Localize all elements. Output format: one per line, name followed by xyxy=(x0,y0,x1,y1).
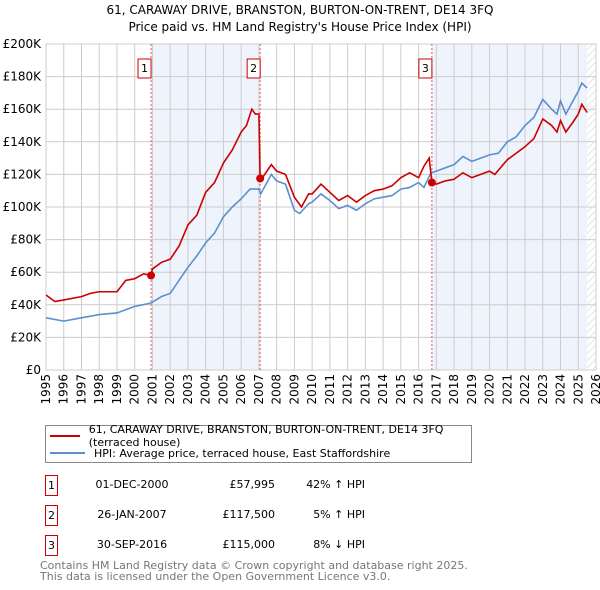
sale-marker-box xyxy=(137,58,152,79)
x-tick-label: 2002 xyxy=(163,374,177,405)
transaction-row: 2 26-JAN-2007 £117,500 5% ↑ HPI xyxy=(45,505,445,526)
x-tick-label: 2020 xyxy=(483,374,497,405)
sale-point xyxy=(147,271,156,280)
sale-marker-label: 3 xyxy=(422,62,429,75)
x-tick-label: 2015 xyxy=(394,374,408,405)
x-tick-label: 2017 xyxy=(429,374,443,405)
price-chart: 61, CARAWAY DRIVE, BRANSTON, BURTON-ON-T… xyxy=(3,3,600,405)
x-tick-label: 1995 xyxy=(39,374,53,405)
transaction-hpi-diff: 8% ↓ HPI xyxy=(313,538,365,551)
y-tick-label: £140K xyxy=(3,135,43,149)
legend: 61, CARAWAY DRIVE, BRANSTON, BURTON-ON-T… xyxy=(45,423,472,463)
chart-subtitle: Price paid vs. HM Land Registry's House … xyxy=(128,20,471,34)
transaction-row: 1 01-DEC-2000 £57,995 42% ↑ HPI xyxy=(45,475,445,496)
transaction-date: 01-DEC-2000 xyxy=(95,478,169,491)
y-tick-label: £200K xyxy=(3,37,43,51)
legend-label: 61, CARAWAY DRIVE, BRANSTON, BURTON-ON-T… xyxy=(88,423,444,449)
transaction-hpi-diff: 5% ↑ HPI xyxy=(313,508,365,521)
x-tick-label: 2018 xyxy=(447,374,461,405)
x-tick-label: 2013 xyxy=(358,374,372,405)
transaction-date: 26-JAN-2007 xyxy=(97,508,167,521)
sale-point xyxy=(427,178,436,187)
y-tick-label: £100K xyxy=(3,200,43,214)
x-tick-label: 2026 xyxy=(589,374,600,405)
transaction-price: £117,500 xyxy=(222,508,276,521)
legend-item-property: 61, CARAWAY DRIVE, BRANSTON, BURTON-ON-T… xyxy=(46,423,471,449)
y-tick-label: £40K xyxy=(10,298,42,312)
chart-title: 61, CARAWAY DRIVE, BRANSTON, BURTON-ON-T… xyxy=(107,3,494,17)
legend-swatch xyxy=(50,452,85,454)
footer: Contains HM Land Registry data © Crown c… xyxy=(40,560,468,582)
y-tick-label: £180K xyxy=(3,70,43,84)
y-tick-label: £160K xyxy=(3,102,43,116)
sale-marker-label: 2 xyxy=(250,62,257,75)
x-tick-label: 2023 xyxy=(536,374,550,405)
x-tick-label: 2000 xyxy=(128,374,142,405)
transaction-price: £115,000 xyxy=(222,538,276,551)
legend-label: HPI: Average price, terraced house, East… xyxy=(94,446,391,460)
plot-border xyxy=(45,43,597,371)
hpi-line xyxy=(45,81,588,322)
transaction-row: 3 30-SEP-2016 £115,000 8% ↓ HPI xyxy=(45,535,445,556)
x-tick-label: 2003 xyxy=(181,374,195,405)
legend-swatch xyxy=(50,435,80,437)
footer-copyright: Contains HM Land Registry data © Crown c… xyxy=(40,559,468,572)
y-tick-label: £0 xyxy=(26,363,41,377)
x-tick-label: 1998 xyxy=(92,374,106,405)
x-tick-label: 2007 xyxy=(252,374,266,405)
sale-point xyxy=(256,174,265,183)
transaction-marker: 2 xyxy=(45,505,58,526)
x-tick-label: 2024 xyxy=(554,374,568,405)
x-tick-label: 2012 xyxy=(341,374,355,405)
x-tick-label: 2009 xyxy=(287,374,301,405)
transaction-marker: 1 xyxy=(45,475,58,496)
transaction-marker: 3 xyxy=(45,535,58,556)
x-tick-label: 2006 xyxy=(234,374,248,405)
x-tick-label: 2001 xyxy=(145,374,159,405)
x-tick-label: 2016 xyxy=(412,374,426,405)
x-tick-label: 2019 xyxy=(465,374,479,405)
sale-marker-label: 1 xyxy=(141,62,148,75)
sale-marker-box xyxy=(246,58,261,79)
x-tick-label: 2014 xyxy=(376,374,390,405)
x-tick-label: 2011 xyxy=(323,374,337,405)
x-tick-label: 2008 xyxy=(270,374,284,405)
x-tick-label: 2025 xyxy=(571,374,585,405)
x-tick-label: 2010 xyxy=(305,374,319,405)
transaction-date: 30-SEP-2016 xyxy=(96,538,168,551)
property-price-line xyxy=(45,102,588,303)
y-tick-label: £80K xyxy=(10,233,42,247)
x-tick-label: 2021 xyxy=(500,374,514,405)
legend-item-hpi: HPI: Average price, terraced house, East… xyxy=(46,445,390,461)
footer-licence: This data is licensed under the Open Gov… xyxy=(40,570,391,583)
sale-marker-box xyxy=(418,58,433,79)
y-tick-label: £120K xyxy=(3,167,43,181)
x-tick-label: 1997 xyxy=(74,374,88,405)
transaction-price: £57,995 xyxy=(229,478,276,491)
x-tick-label: 1999 xyxy=(110,374,124,405)
y-tick-label: £60K xyxy=(10,265,42,279)
x-tick-label: 2005 xyxy=(216,374,230,405)
transaction-hpi-diff: 42% ↑ HPI xyxy=(306,478,365,491)
x-tick-label: 2022 xyxy=(518,374,532,405)
x-tick-label: 1996 xyxy=(57,374,71,405)
y-tick-label: £20K xyxy=(10,330,42,344)
x-tick-label: 2004 xyxy=(199,374,213,405)
